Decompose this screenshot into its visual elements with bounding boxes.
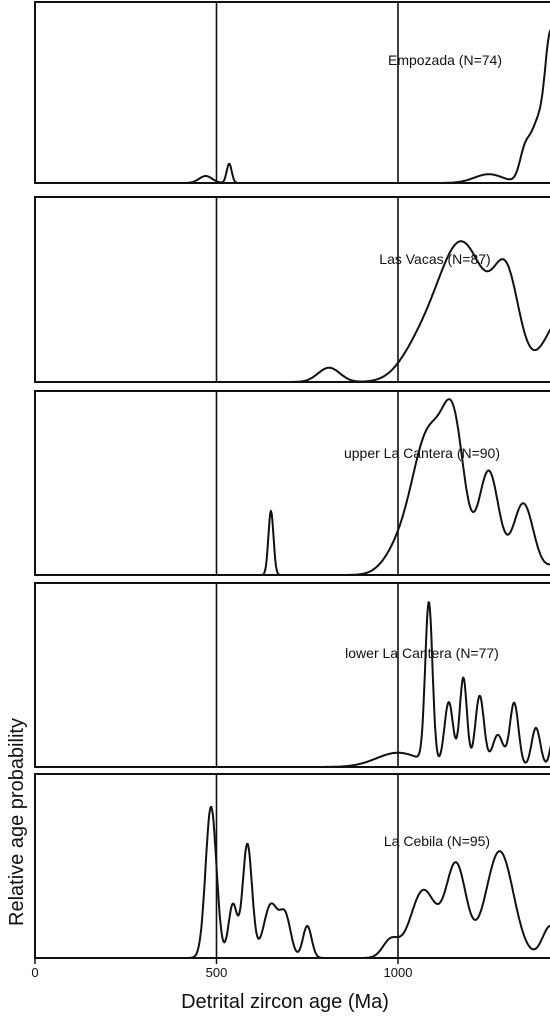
panel-frame [34,390,550,576]
panel: Empozada (N=74) [34,1,550,184]
series-line [34,806,550,959]
panel: upper La Cantera (N=90) [34,390,550,576]
x-tick-label: 1000 [384,965,413,980]
panel-label: Empozada (N=74) [388,52,502,68]
panel: La Cebila (N=95) [34,773,550,959]
panel-label: lower La Cantera (N=77) [345,645,499,661]
x-axis-title: Detrital zircon age (Ma) [181,991,389,1013]
panel-frame [34,773,550,959]
y-axis-title: Relative age probability [6,718,28,926]
series-line [34,601,550,768]
panel-label: La Cebila (N=95) [384,833,490,849]
panel-label: Las Vacas (N=87) [379,251,490,267]
series-line [34,398,550,576]
panel-frame [34,582,550,768]
chart-panels: Empozada (N=74) Las Vacas (N=87) upper La … [34,1,550,959]
panel-frame [34,196,550,383]
series-line [34,29,550,184]
panel: Las Vacas (N=87) [34,196,550,383]
panel-frame [34,1,550,184]
x-tick-label: 500 [206,965,228,980]
x-tick-label: 0 [31,965,38,980]
panel: lower La Cantera (N=77) [34,582,550,768]
x-axis: 05001000150020002500 [31,958,413,980]
panel-label: upper La Cantera (N=90) [344,445,500,461]
